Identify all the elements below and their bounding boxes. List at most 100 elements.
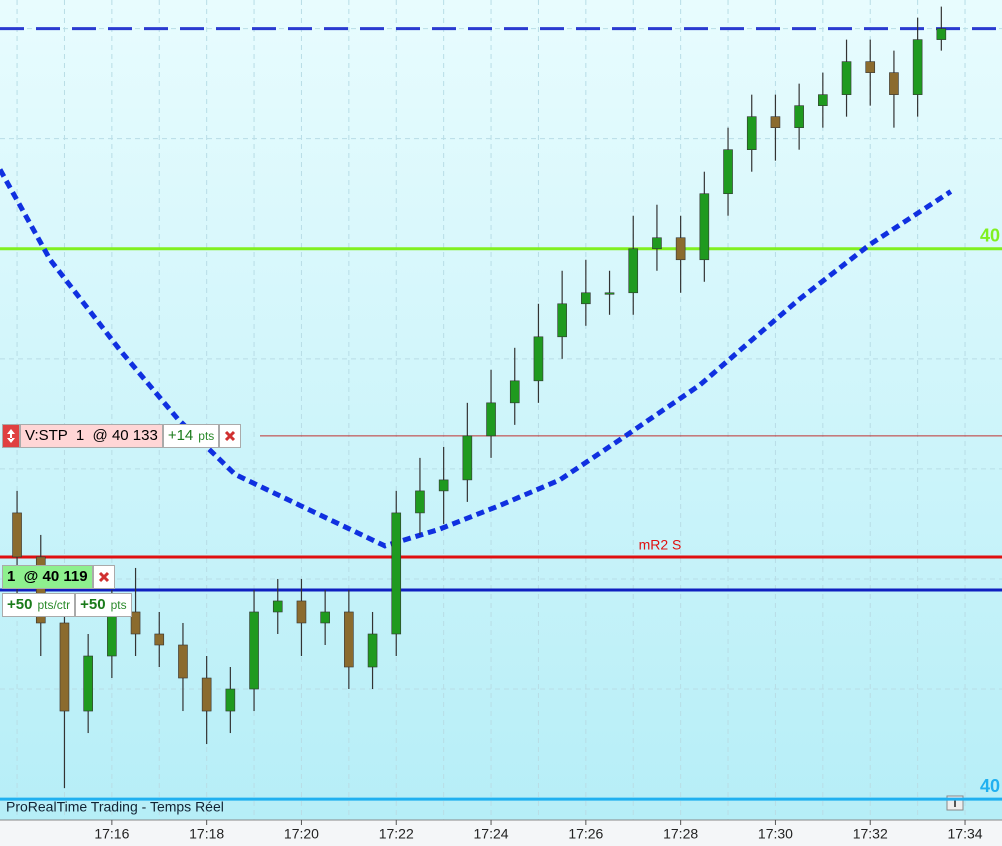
- candle-body: [652, 237, 662, 250]
- stop-order[interactable]: V:STP 1 @ 40 133 +14 pts: [2, 423, 242, 448]
- candle: [770, 94, 781, 161]
- candle-body: [320, 611, 330, 624]
- candle-body: [83, 655, 93, 712]
- candle-body: [438, 479, 449, 492]
- candle-body: [794, 105, 804, 128]
- candle-body: [936, 28, 947, 40]
- candle-body: [699, 193, 710, 261]
- candle: [723, 127, 733, 216]
- x-tick-label: 17:16: [94, 826, 129, 842]
- candle-body: [818, 94, 828, 106]
- plot-area: [0, 0, 1002, 820]
- candle: [794, 83, 804, 150]
- candle-body: [533, 336, 544, 382]
- x-tick-label: 17:34: [948, 826, 983, 842]
- candle-body: [746, 116, 757, 150]
- candle: [249, 589, 259, 712]
- candle: [367, 611, 378, 690]
- position-price: 40 119: [42, 568, 88, 586]
- candle: [533, 303, 544, 403]
- candle-body: [154, 633, 165, 646]
- candle-body: [889, 72, 899, 95]
- candle: [154, 611, 165, 668]
- gain-total: +50: [80, 596, 106, 614]
- x-tick-label: 17:22: [379, 826, 414, 842]
- candle: [130, 567, 141, 656]
- x-tick-label: 17:26: [568, 826, 603, 842]
- candle: [509, 347, 520, 425]
- candle: [818, 72, 828, 128]
- candle-body: [912, 39, 923, 95]
- candle-body: [415, 490, 425, 514]
- candle: [628, 215, 639, 315]
- moving-average: [0, 168, 953, 549]
- candle: [178, 622, 188, 712]
- x-tick-label: 17:20: [284, 826, 319, 842]
- candle: [936, 6, 947, 51]
- candle-body: [249, 611, 259, 690]
- candle-body: [486, 402, 496, 437]
- x-tick-label: 17:28: [663, 826, 698, 842]
- cancel-button[interactable]: [219, 423, 242, 448]
- candle: [59, 600, 70, 789]
- time-axis: [0, 820, 1002, 846]
- x-tick-label: 17:24: [474, 826, 509, 842]
- candle: [486, 369, 496, 458]
- candle: [889, 50, 899, 128]
- candle-body: [272, 600, 283, 613]
- candle-body: [367, 633, 378, 668]
- order-label: V:STP 1 @: [25, 427, 108, 445]
- candle-body: [344, 611, 354, 668]
- order-gain: +14: [167, 427, 194, 445]
- candle-body: [723, 149, 733, 195]
- order-price: 40 133: [111, 427, 158, 445]
- candle: [225, 667, 236, 734]
- level-label: mR2 S: [639, 537, 682, 553]
- level-label: 40: [980, 776, 1000, 796]
- candle: [83, 633, 93, 734]
- candle-body: [201, 677, 212, 712]
- order-unit: pts: [198, 428, 215, 443]
- candle: [746, 94, 757, 172]
- candle: [344, 589, 354, 690]
- candle-body: [35, 556, 46, 624]
- candle-body: [865, 61, 876, 73]
- level-label: 40: [980, 226, 1000, 246]
- candle-body: [391, 512, 402, 635]
- candle-body: [178, 644, 188, 679]
- candle: [320, 589, 330, 645]
- candle: [699, 171, 710, 282]
- candle: [841, 39, 852, 117]
- candle: [462, 402, 473, 502]
- candle-body: [107, 611, 117, 657]
- close-button[interactable]: [92, 564, 115, 589]
- candle-body: [581, 292, 591, 305]
- candle-body: [509, 380, 520, 404]
- position-label: 1 @: [7, 568, 39, 586]
- candle-body: [675, 237, 686, 261]
- candle-body: [462, 435, 473, 481]
- candle: [604, 270, 615, 315]
- candle: [272, 578, 283, 634]
- position[interactable]: 1 @ 40 119: [2, 564, 115, 589]
- candle: [201, 656, 212, 745]
- candle: [652, 204, 662, 271]
- drag-handle[interactable]: [2, 423, 20, 448]
- candle: [912, 17, 923, 117]
- candle: [296, 578, 307, 656]
- x-tick-label: 17:18: [189, 826, 224, 842]
- gain-unit: pts: [110, 597, 127, 612]
- candle-body: [628, 248, 639, 294]
- candle-body: [604, 292, 615, 295]
- x-tick-label: 17:32: [853, 826, 888, 842]
- candle: [438, 446, 449, 524]
- candle-body: [12, 512, 22, 558]
- position-gains: +50 pts/ctr +50 pts: [2, 592, 132, 617]
- candle: [675, 215, 686, 293]
- x-tick-label: 17:30: [758, 826, 793, 842]
- candle-body: [59, 622, 70, 712]
- gain-per-contract: +50: [7, 596, 33, 614]
- candle-body: [557, 303, 567, 338]
